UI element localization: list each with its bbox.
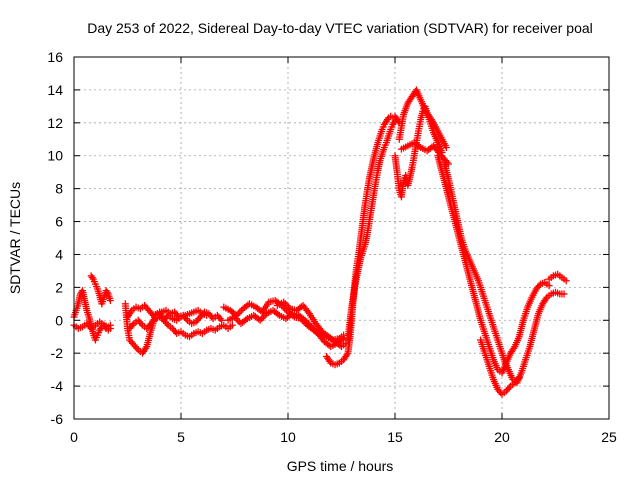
data-point-marker xyxy=(442,144,450,151)
data-point-marker xyxy=(343,351,351,359)
y-tick-label: -2 xyxy=(51,345,64,361)
data-point-marker xyxy=(505,384,513,392)
data-point-marker xyxy=(542,295,550,303)
data-point-marker xyxy=(137,320,145,328)
data-point-marker xyxy=(281,300,289,308)
chart-title: Day 253 of 2022, Sidereal Day-to-day VTE… xyxy=(87,20,593,36)
data-point-marker xyxy=(242,316,250,324)
y-axis-ticks: -6 -4 -2 0 2 4 6 8 10 12 14 16 xyxy=(47,49,609,427)
data-point-marker xyxy=(232,315,240,323)
data-point-marker xyxy=(150,316,158,324)
data-point-marker xyxy=(258,315,266,323)
data-point-marker xyxy=(274,310,282,318)
data-point-marker xyxy=(280,298,288,306)
data-point-marker xyxy=(127,308,135,316)
data-point-marker xyxy=(303,318,311,326)
data-point-marker xyxy=(128,321,136,329)
data-point-marker xyxy=(311,326,319,334)
data-point-marker xyxy=(415,142,423,150)
x-tick-label: 25 xyxy=(601,429,617,445)
data-point-marker xyxy=(428,117,436,125)
data-point-marker xyxy=(228,321,236,329)
y-tick-label: 16 xyxy=(47,49,63,65)
data-point-marker xyxy=(256,316,264,324)
x-tick-label: 5 xyxy=(177,429,185,445)
y-tick-label: 4 xyxy=(55,246,63,262)
data-point-marker xyxy=(309,325,317,332)
data-point-marker xyxy=(562,277,570,285)
data-point-marker xyxy=(142,344,150,352)
data-point-marker xyxy=(514,376,522,384)
data-point-marker xyxy=(545,282,553,290)
y-tick-label: 14 xyxy=(47,82,63,98)
y-tick-label: 2 xyxy=(55,279,63,295)
data-point-marker xyxy=(338,336,346,344)
plot-frame xyxy=(73,56,610,420)
data-point-marker xyxy=(304,308,312,316)
data-point-marker xyxy=(103,288,111,296)
data-point-marker xyxy=(231,313,238,321)
data-point-marker xyxy=(218,316,226,324)
data-point-marker xyxy=(259,313,267,321)
x-tick-label: 10 xyxy=(280,429,296,445)
x-tick-label: 20 xyxy=(494,429,510,445)
data-point-marker xyxy=(234,310,242,318)
data-point-marker xyxy=(510,344,518,352)
data-point-marker xyxy=(216,315,224,323)
data-point-marker xyxy=(306,321,314,329)
data-point-marker xyxy=(560,290,568,298)
data-point-marker xyxy=(133,344,141,352)
y-tick-label: 0 xyxy=(55,312,63,328)
data-point-marker xyxy=(390,119,398,127)
data-point-marker xyxy=(285,303,293,311)
data-point-marker xyxy=(308,323,316,331)
x-axis-label: GPS time / hours xyxy=(287,458,394,474)
x-tick-label: 0 xyxy=(70,429,78,445)
plot-border xyxy=(73,56,610,420)
y-tick-label: 8 xyxy=(55,181,63,197)
data-points xyxy=(70,86,570,398)
y-tick-label: -6 xyxy=(51,411,64,427)
data-point-marker xyxy=(106,321,114,329)
x-tick-label: 15 xyxy=(387,429,403,445)
data-point-marker xyxy=(384,116,392,124)
y-axis-label: SDTVAR / TECUs xyxy=(7,182,23,294)
data-point-marker xyxy=(106,297,114,305)
y-tick-label: 10 xyxy=(47,148,63,164)
data-point-marker xyxy=(283,301,291,309)
data-point-marker xyxy=(301,316,309,324)
data-point-marker xyxy=(88,273,96,281)
data-point-marker xyxy=(236,308,244,316)
y-tick-label: 12 xyxy=(47,115,63,131)
data-point-marker xyxy=(304,320,312,328)
x-axis-ticks: 0 5 10 15 20 25 xyxy=(70,57,617,445)
data-point-marker xyxy=(391,117,399,125)
data-point-marker xyxy=(535,282,543,290)
data-point-marker xyxy=(287,311,295,319)
y-tick-label: -4 xyxy=(51,378,64,394)
data-point-marker xyxy=(203,311,211,319)
data-point-marker xyxy=(261,311,269,319)
data-point-marker xyxy=(234,316,242,324)
data-point-marker xyxy=(515,374,523,382)
y-tick-label: 6 xyxy=(55,214,63,230)
